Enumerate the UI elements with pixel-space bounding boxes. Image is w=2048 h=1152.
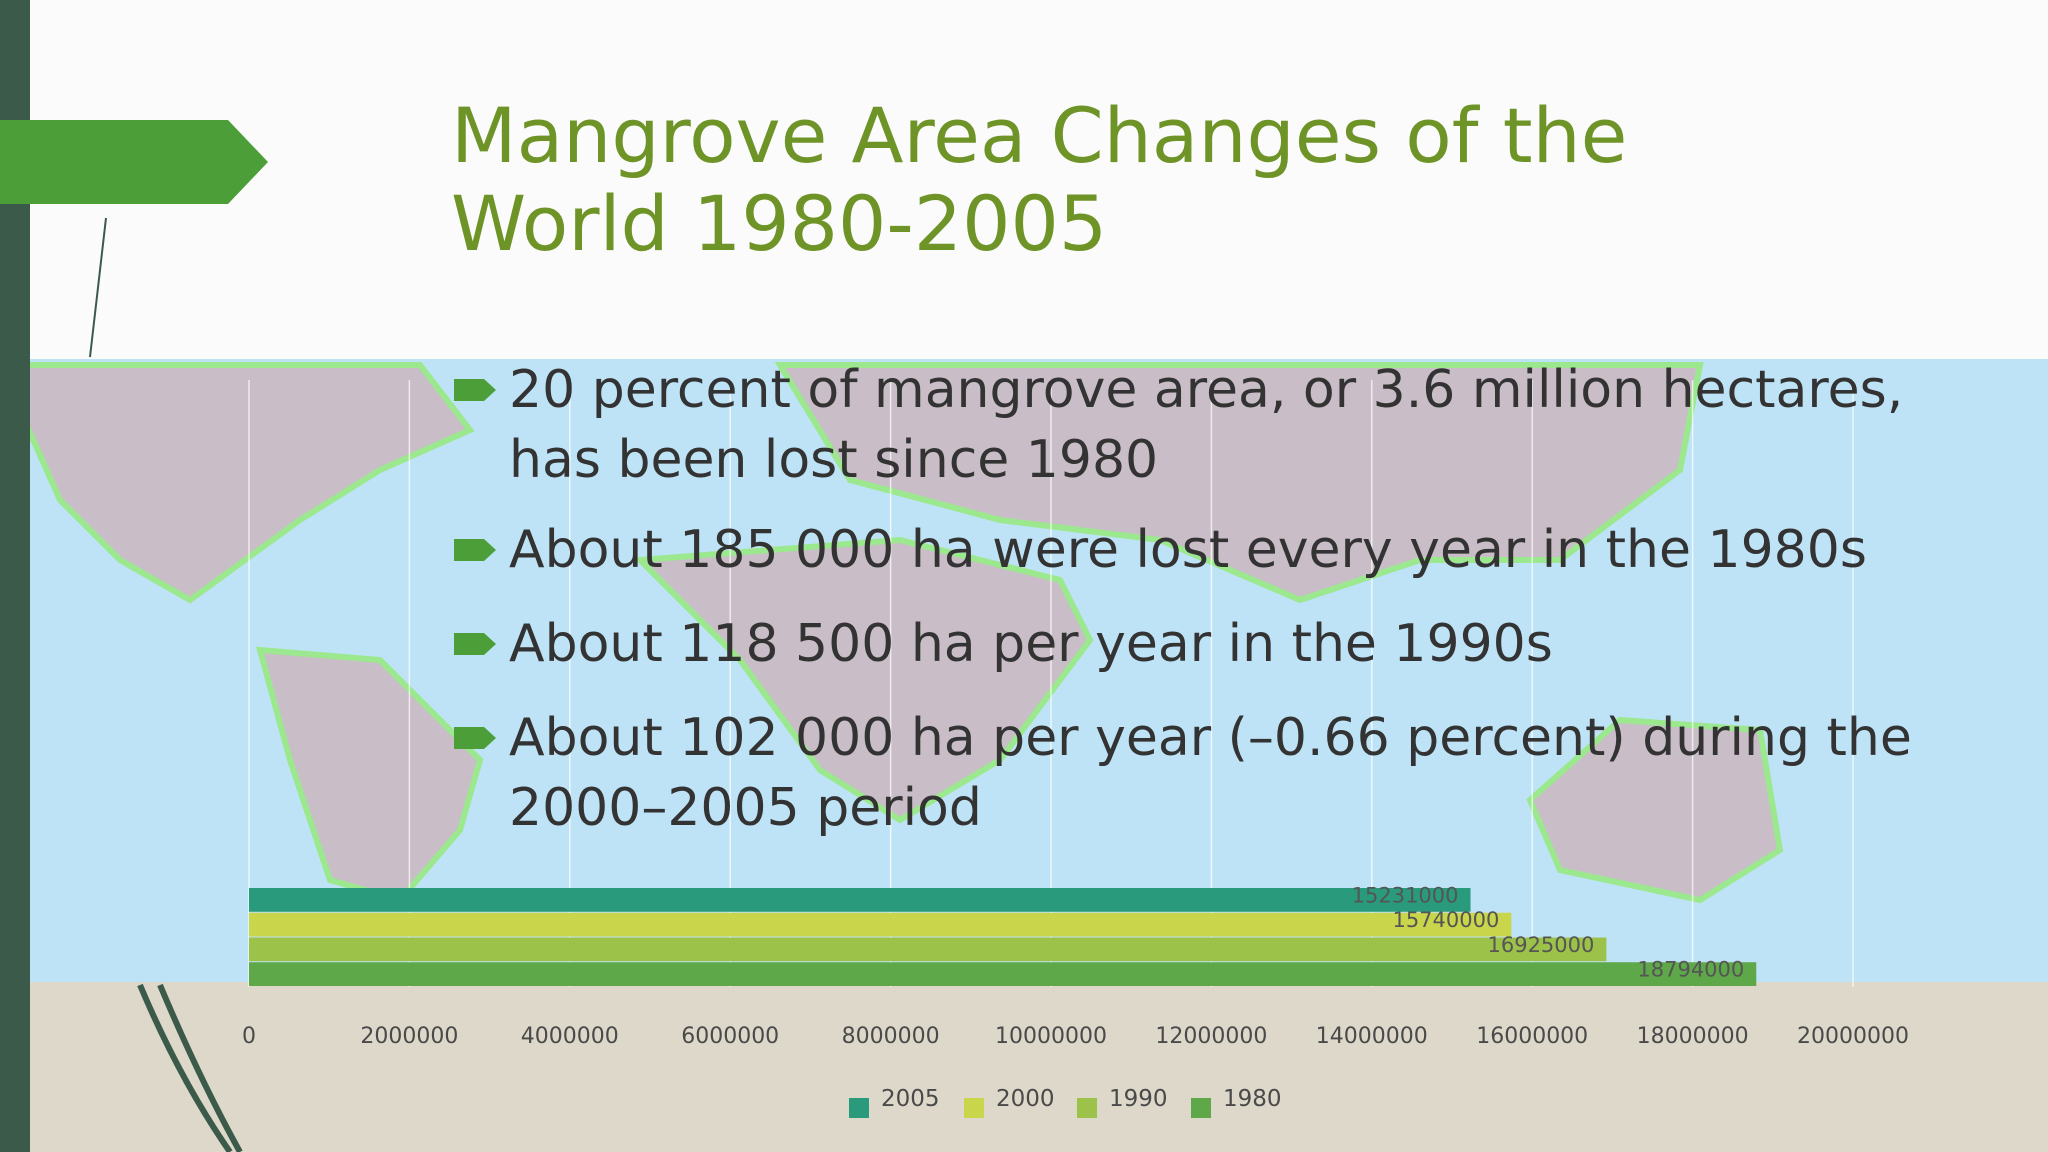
data-label: 18794000 [1637,958,1744,982]
data-label: 15740000 [1392,908,1499,932]
x-tick-label: 0 [242,1024,256,1049]
bullet-text: About 118 500 ha per year in the 1990s [509,614,1553,674]
bullet: About 102 000 ha per year (–0.66 percent… [454,703,1924,843]
x-tick-label: 8000000 [842,1024,940,1049]
data-label: 15231000 [1352,883,1459,907]
bar [249,962,1757,986]
legend-swatch [1077,1098,1097,1118]
x-tick-label: 2000000 [360,1024,458,1049]
map-land [0,362,1784,904]
deco-line [89,217,107,358]
bar [249,937,1607,962]
legend-swatch [849,1098,869,1118]
header-bg [0,0,2048,359]
bar [249,888,1471,912]
data-label: 16925000 [1487,933,1594,957]
x-tick-label: 16000000 [1476,1024,1588,1049]
x-tick-label: 6000000 [681,1024,779,1049]
bullet-arrow [454,539,496,561]
bullet-text: 20 percent of mangrove area, or 3.6 mill… [509,360,1904,490]
bullet: About 118 500 ha per year in the 1990s [454,609,1924,679]
bullet-text: About 102 000 ha per year (–0.66 percent… [509,708,1912,838]
bullet-text: About 185 000 ha were lost every year in… [509,520,1867,580]
bar [249,912,1512,937]
legend-swatch [964,1098,984,1118]
title-arrow [0,120,268,204]
x-tick-label: 20000000 [1797,1024,1909,1049]
bullet-list: 20 percent of mangrove area, or 3.6 mill… [454,355,1924,867]
x-tick-label: 18000000 [1637,1024,1749,1049]
legend-label: 1990 [1109,1086,1168,1112]
slide-title: Mangrove Area Changes of the World 1980-… [451,91,1628,268]
deco-curve [137,983,243,1152]
legend-label: 2005 [881,1086,940,1112]
footer-bg [0,982,2048,1152]
bullet-arrow [454,633,496,655]
legend-label: 2000 [996,1086,1055,1112]
bullet-arrow [454,727,496,749]
x-tick-label: 14000000 [1316,1024,1428,1049]
legend-label: 1980 [1223,1086,1282,1112]
legend-swatch [1191,1098,1211,1118]
x-tick-label: 10000000 [995,1024,1107,1049]
x-tick-label: 12000000 [1155,1024,1267,1049]
x-tick-label: 4000000 [521,1024,619,1049]
bullet: About 185 000 ha were lost every year in… [454,515,1924,585]
bullet: 20 percent of mangrove area, or 3.6 mill… [454,355,1924,495]
bullet-arrow [454,379,496,401]
